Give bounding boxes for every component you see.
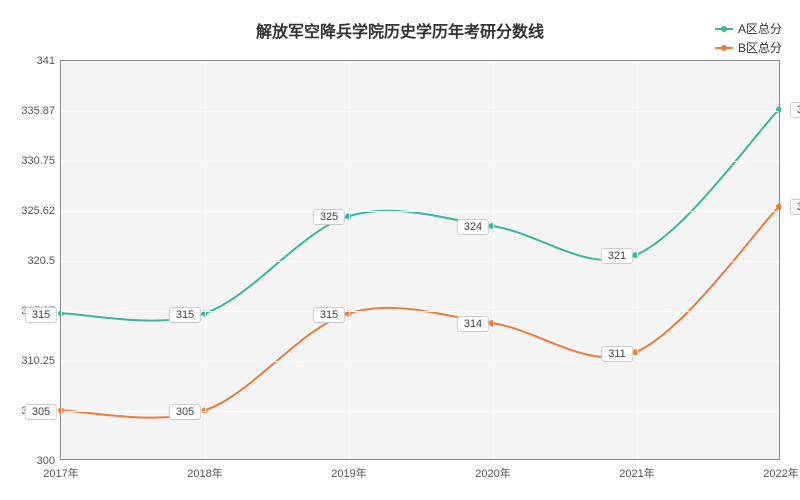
legend-label: B区总分: [738, 39, 782, 56]
chart-title: 解放军空降兵学院历史学历年考研分数线: [256, 18, 544, 42]
x-axis-label: 2019年: [331, 459, 366, 481]
data-label: 325: [313, 209, 345, 225]
x-axis-label: 2020年: [475, 459, 510, 481]
y-axis-label: 320.5: [27, 255, 61, 267]
legend-line-icon: [715, 47, 733, 49]
data-label: 315: [169, 307, 201, 323]
y-axis-label: 341: [37, 55, 61, 67]
grid-line-v: [205, 61, 206, 459]
data-label: 336: [790, 102, 800, 118]
y-axis-label: 335.87: [21, 105, 61, 117]
data-label: 305: [169, 404, 201, 420]
y-axis-label: 325.62: [21, 205, 61, 217]
grid-line-h: [61, 261, 779, 262]
x-axis-label: 2021年: [619, 459, 654, 481]
data-label: 321: [601, 248, 633, 264]
x-axis-label: 2018年: [187, 459, 222, 481]
grid-line-h: [61, 461, 779, 462]
y-axis-label: 330.75: [21, 155, 61, 167]
grid-line-h: [61, 61, 779, 62]
legend: A区总分 B区总分: [715, 20, 782, 58]
data-label: 311: [601, 346, 633, 362]
grid-line-v: [637, 61, 638, 459]
grid-line-h: [61, 111, 779, 112]
data-label: 324: [457, 219, 489, 235]
legend-label: A区总分: [738, 20, 782, 37]
grid-line-h: [61, 211, 779, 212]
data-label: 326: [790, 199, 800, 215]
grid-line-v: [349, 61, 350, 459]
legend-item: B区总分: [715, 39, 782, 56]
data-label: 314: [457, 316, 489, 332]
legend-item: A区总分: [715, 20, 782, 37]
line-svg: [61, 61, 779, 459]
legend-dot-icon: [721, 45, 727, 51]
grid-line-h: [61, 161, 779, 162]
data-label: 315: [313, 307, 345, 323]
data-label: 315: [25, 307, 57, 323]
x-axis-label: 2017年: [43, 459, 78, 481]
y-axis-label: 310.25: [21, 355, 61, 367]
x-axis-label: 2022年: [763, 459, 798, 481]
grid-line-v: [61, 61, 62, 459]
grid-line-h: [61, 361, 779, 362]
legend-line-icon: [715, 28, 733, 30]
grid-line-v: [493, 61, 494, 459]
chart: 解放军空降兵学院历史学历年考研分数线 A区总分 B区总分 300305.12310…: [0, 0, 800, 500]
data-label: 305: [25, 404, 57, 420]
plot-area: 300305.12310.25315.37320.5325.62330.7533…: [60, 60, 780, 460]
legend-dot-icon: [721, 26, 727, 32]
series-line: [61, 110, 779, 321]
grid-line-v: [781, 61, 782, 459]
